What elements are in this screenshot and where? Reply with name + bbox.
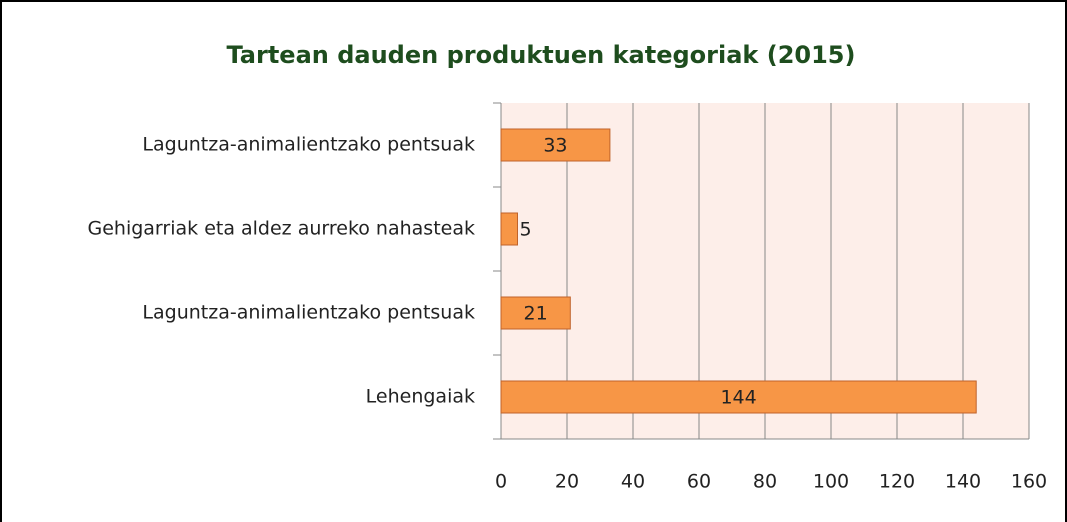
y-tick-label: Laguntza-animalientzako pentsuak — [142, 134, 475, 156]
x-tick-label: 140 — [945, 471, 981, 493]
x-tick-label: 20 — [555, 471, 579, 493]
x-tick-label: 80 — [753, 471, 777, 493]
x-tick-label: 60 — [687, 471, 711, 493]
x-tick-label: 120 — [879, 471, 915, 493]
data-label: 5 — [520, 219, 532, 241]
y-tick-label: Laguntza-animalientzako pentsuak — [142, 302, 475, 324]
x-tick-label: 160 — [1011, 471, 1047, 493]
x-tick-label: 0 — [495, 471, 507, 493]
bar — [500, 128, 611, 162]
y-tick-label: Gehigarriak eta aldez aurreko nahasteak — [88, 218, 476, 240]
x-tick-label: 100 — [813, 471, 849, 493]
data-label: 21 — [524, 303, 548, 325]
data-label: 33 — [543, 135, 567, 157]
y-tick-label: Lehengaiak — [366, 386, 475, 408]
bar — [500, 380, 977, 414]
data-label: 144 — [720, 387, 756, 409]
x-tick-label: 40 — [621, 471, 645, 493]
chart-title: Tartean dauden produktuen kategoriak (20… — [227, 41, 856, 69]
bar — [500, 296, 571, 330]
bar — [500, 212, 518, 246]
